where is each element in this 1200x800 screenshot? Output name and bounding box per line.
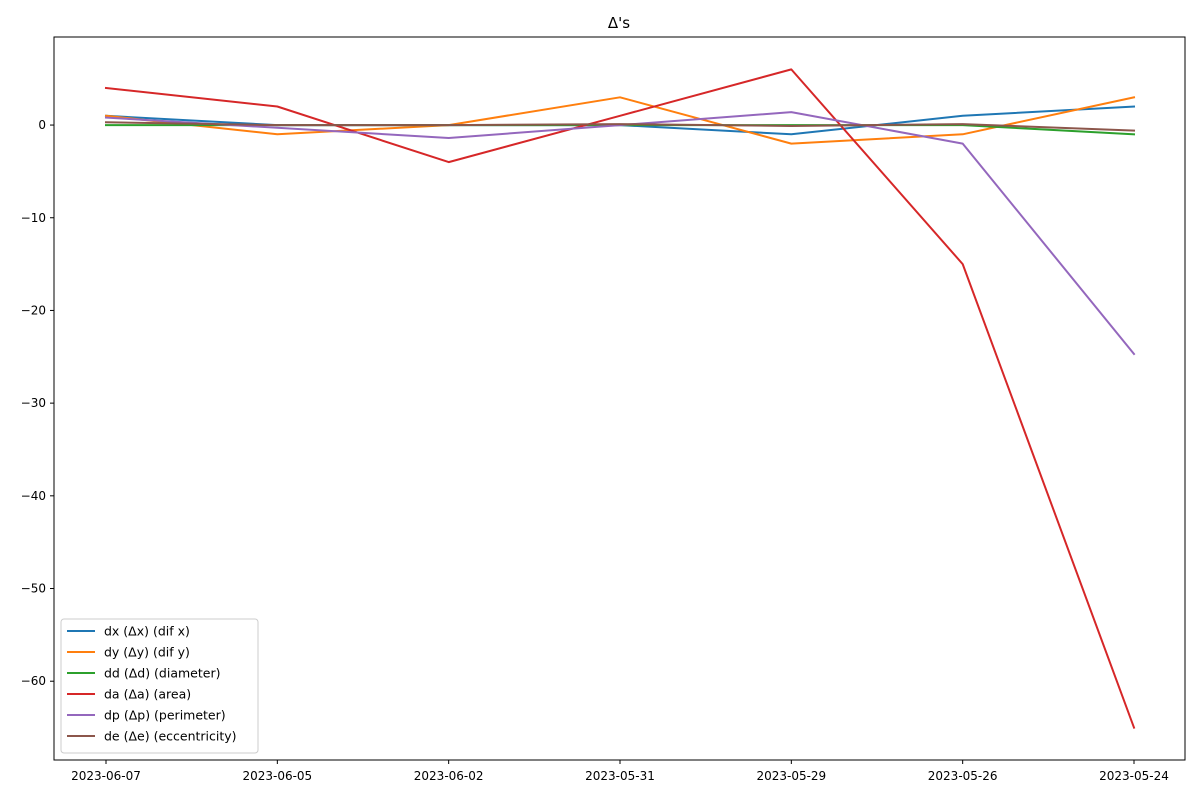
x-tick-label: 2023-05-31	[585, 769, 655, 783]
series-line-3	[104, 68, 1136, 729]
legend-label: dy (Δy) (dif y)	[104, 645, 190, 660]
y-tick-label: −50	[21, 582, 46, 596]
legend-label: de (Δe) (eccentricity)	[104, 729, 237, 744]
series-line-5	[104, 121, 1136, 132]
x-tick-label: 2023-06-05	[242, 769, 312, 783]
legend-label: dd (Δd) (diameter)	[104, 666, 220, 681]
y-tick-label: 0	[38, 118, 46, 132]
legend-frame	[60, 618, 259, 754]
y-tick-label: −40	[21, 489, 46, 503]
x-tick-label: 2023-05-26	[928, 769, 998, 783]
series-layer	[104, 68, 1136, 729]
x-tick-label: 2023-05-29	[756, 769, 826, 783]
y-tick-label: −20	[21, 303, 46, 317]
x-tick-label: 2023-06-02	[414, 769, 484, 783]
y-tick-label: −30	[21, 396, 46, 410]
legend: dx (Δx) (dif x) dy (Δy) (dif y) dd (Δd) (d…	[60, 618, 259, 754]
chart-title: Δ's	[608, 14, 630, 32]
series-line-1	[104, 96, 1136, 145]
x-tick-label: 2023-05-24	[1099, 769, 1169, 783]
x-axis: 2023-06-07 2023-06-05 2023-06-02 2023-05-31…	[71, 760, 1169, 783]
legend-label: dx (Δx) (dif x)	[104, 624, 190, 639]
legend-label: da (Δa) (area)	[104, 687, 191, 702]
legend-label: dp (Δp) (perimeter)	[104, 708, 226, 723]
y-axis: 0 −10 −20 −30 −40 −50 −60	[21, 118, 54, 688]
y-tick-label: −10	[21, 211, 46, 225]
y-tick-label: −60	[21, 674, 46, 688]
x-tick-label: 2023-06-07	[71, 769, 141, 783]
